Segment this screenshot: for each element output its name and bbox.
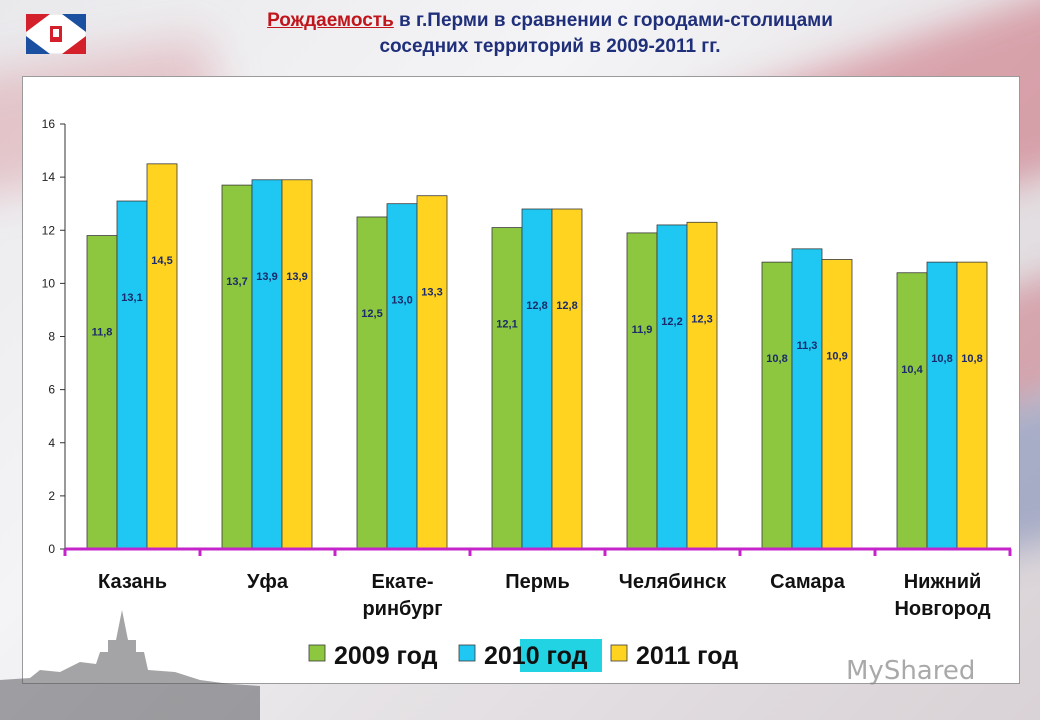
bar-value-label: 10,9 bbox=[826, 350, 847, 362]
category-label: Челябинск bbox=[619, 571, 727, 593]
legend-label: 2011 год bbox=[636, 642, 738, 670]
y-tick-label: 6 bbox=[48, 383, 55, 397]
y-tick-label: 2 bbox=[48, 489, 55, 503]
bar bbox=[686, 221, 718, 550]
bar bbox=[116, 200, 148, 550]
bar bbox=[821, 259, 853, 550]
bar bbox=[86, 235, 118, 550]
bar bbox=[386, 203, 418, 550]
bar-value-label: 13,7 bbox=[226, 276, 247, 288]
y-tick-label: 8 bbox=[48, 330, 55, 344]
bar-value-label: 13,0 bbox=[391, 295, 412, 307]
bar bbox=[761, 261, 793, 550]
chart-title: Рождаемость в г.Перми в сравнении с горо… bbox=[150, 8, 950, 60]
bar bbox=[521, 208, 553, 550]
bar-value-label: 10,8 bbox=[931, 353, 952, 365]
title-line2: соседних территорий в 2009-2011 гг. bbox=[379, 36, 721, 57]
bar bbox=[791, 248, 823, 550]
category-label: Екате- bbox=[371, 571, 433, 593]
y-tick-label: 4 bbox=[48, 436, 55, 450]
category-label: Новгород bbox=[894, 598, 990, 620]
y-tick-label: 10 bbox=[42, 276, 56, 290]
bar-value-label: 13,3 bbox=[421, 287, 442, 299]
category-label: Казань bbox=[98, 571, 167, 593]
bar-chart: 0 2 4 6 8 10 12 14 16 11,8 13,7 12,5 12,1 11,9 10,8 10,… bbox=[42, 117, 1012, 670]
bar-value-label: 11,9 bbox=[632, 324, 653, 336]
category-label: Самара bbox=[770, 571, 846, 593]
bar bbox=[416, 195, 448, 550]
bar-value-label: 12,8 bbox=[526, 300, 547, 312]
bar bbox=[146, 163, 178, 550]
bar-value-label: 10,8 bbox=[766, 353, 787, 365]
legend-swatch bbox=[610, 644, 628, 662]
bar-value-label: 11,8 bbox=[92, 327, 113, 339]
bar-value-label: 13,9 bbox=[286, 271, 307, 283]
category-label: Пермь bbox=[505, 571, 570, 593]
bar-value-label: 12,3 bbox=[691, 313, 712, 325]
category-label: Уфа bbox=[247, 571, 289, 593]
bar bbox=[551, 208, 583, 550]
bar-value-label: 14,5 bbox=[151, 255, 172, 267]
bar-value-label: 10,8 bbox=[961, 353, 982, 365]
bar-value-label: 12,1 bbox=[496, 319, 517, 331]
bar-value-label: 13,9 bbox=[256, 271, 277, 283]
bar bbox=[251, 179, 283, 550]
bar bbox=[956, 261, 988, 550]
category-label: Нижний bbox=[904, 571, 982, 593]
legend-label: 2010 год bbox=[484, 642, 588, 670]
category-label: ринбург bbox=[362, 598, 442, 620]
title-underlined: Рождаемость bbox=[267, 10, 394, 31]
bar-value-label: 12,2 bbox=[661, 316, 682, 328]
bar bbox=[926, 261, 958, 550]
bar bbox=[221, 184, 253, 550]
y-tick-label: 16 bbox=[42, 117, 56, 131]
watermark-text: MyShared bbox=[846, 656, 976, 686]
legend-swatch bbox=[458, 644, 476, 662]
legend-label: 2009 год bbox=[334, 642, 438, 670]
highlight-perm-box bbox=[520, 639, 602, 672]
y-tick-label: 14 bbox=[42, 170, 56, 184]
legend-swatch bbox=[308, 644, 326, 662]
bar bbox=[656, 224, 688, 550]
bar-value-label: 10,4 bbox=[901, 364, 923, 376]
y-tick-label: 12 bbox=[42, 223, 56, 237]
y-tick-label: 0 bbox=[48, 542, 55, 556]
perm-flag-logo-icon bbox=[26, 14, 86, 54]
bar-value-label: 12,5 bbox=[361, 308, 382, 320]
bar-value-label: 11,3 bbox=[797, 340, 818, 352]
bar bbox=[281, 179, 313, 550]
bar bbox=[896, 272, 928, 550]
bar bbox=[356, 216, 388, 550]
chart-area: 0 2 4 6 8 10 12 14 16 11,8 13,7 12,5 12,1 11,9 10,8 10,… bbox=[22, 76, 1020, 684]
bar-value-label: 13,1 bbox=[121, 292, 142, 304]
title-rest: в г.Перми в сравнении с городами-столица… bbox=[393, 10, 833, 31]
bar-value-label: 12,8 bbox=[556, 300, 577, 312]
city-skyline-icon bbox=[0, 610, 260, 720]
bar bbox=[626, 232, 658, 550]
bar bbox=[491, 227, 523, 550]
